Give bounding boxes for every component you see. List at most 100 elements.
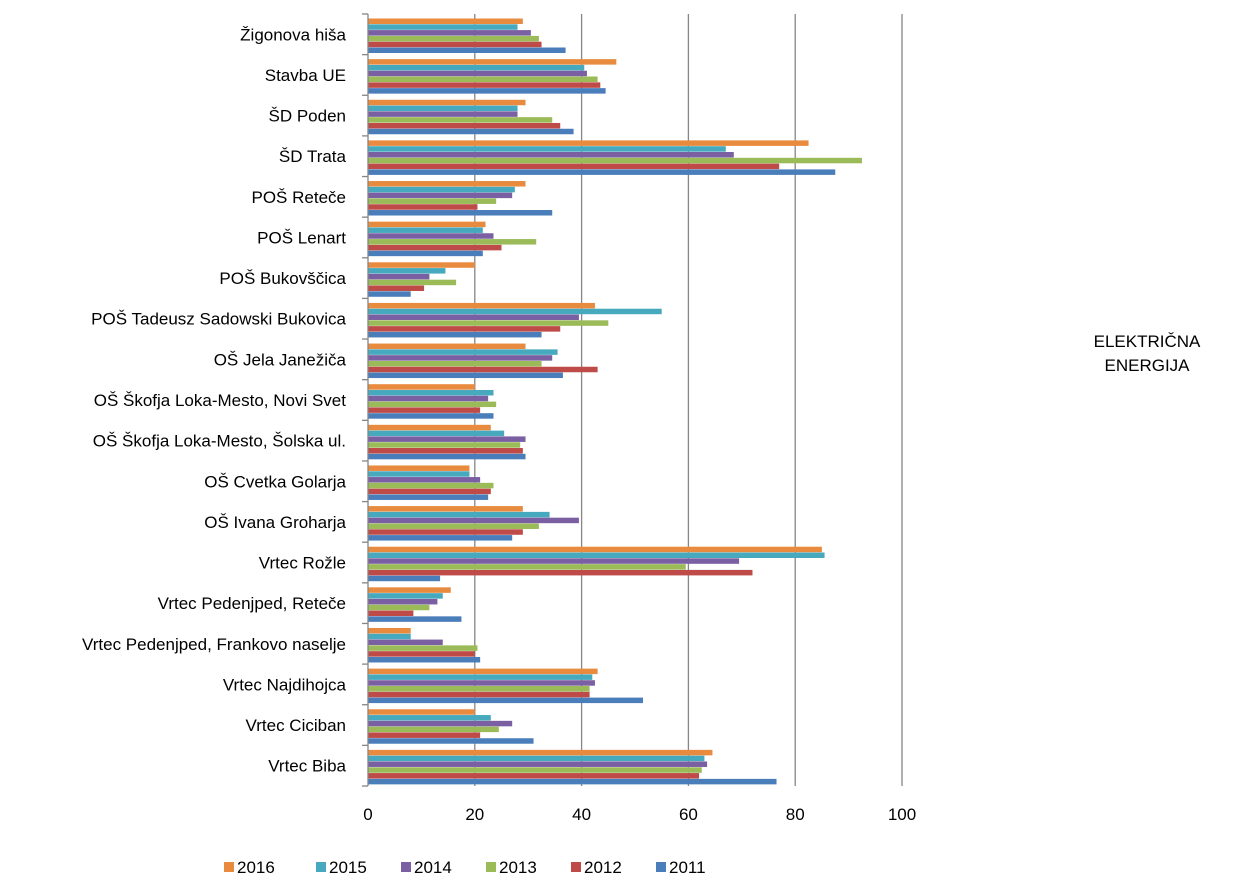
side-title-line-2: ENERGIJA [1104,356,1190,375]
legend: 2016 2015 2014 2013 2012 2011 [224,858,706,877]
bar-2015-pos-lenart [368,227,483,233]
bar-2016-zigonova-hisa [368,18,523,24]
bar-2011-pos-tadeusz-sadowski-bukovica [368,331,542,338]
bar-2014-pos-lenart [368,233,494,239]
bar-2013-os-skofja-loka-mesto-solska-ul [368,442,521,448]
bars [368,18,862,785]
bar-group-sd-poden [368,99,574,135]
bar-2012-sd-trata [368,163,780,170]
category-label: Vrtec Pedenjped, Reteče [158,594,346,613]
category-label: Vrtec Rožle [259,554,346,573]
category-label: POŠ Reteče [252,188,347,207]
bar-2015-pos-tadeusz-sadowski-bukovica [368,308,662,315]
bar-group-os-ivana-groharja [368,506,579,541]
category-label: POŠ Lenart [257,228,346,247]
category-label: Vrtec Pedenjped, Frankovo naselje [82,635,346,654]
bar-2015-vrtec-biba [368,755,705,762]
bar-2012-pos-retece [368,204,478,210]
bar-2016-os-skofja-loka-mesto-solska-ul [368,424,491,431]
bar-2016-vrtec-najdihojca [368,668,598,675]
x-tick-label: 20 [465,805,484,824]
category-label: OŠ Škofja Loka-Mesto, Šolska ul. [93,432,346,451]
bar-2015-vrtec-pedenjped-retece [368,593,443,599]
x-tick-labels: 0 20 40 60 80 100 [363,805,916,824]
bar-2014-os-cvetka-golarja [368,477,481,483]
bar-2011-vrtec-pedenjped-retece [368,616,462,622]
bar-2012-vrtec-biba [368,773,700,779]
bar-2014-zigonova-hisa [368,30,531,36]
category-label: Stavba UE [265,66,346,85]
bar-2013-vrtec-biba [368,767,702,773]
x-tick-label: 100 [888,805,916,824]
bar-2016-vrtec-pedenjped-frankovo-naselje [368,627,411,634]
legend-swatch-2013 [486,862,496,872]
side-title-line-1: ELEKTRIČNA [1093,332,1201,351]
bar-2013-vrtec-najdihojca [368,686,590,692]
bar-group-vrtec-biba [368,749,777,785]
bar-2016-os-jela-janezica [368,343,526,350]
bar-2012-zigonova-hisa [368,41,542,48]
bar-group-vrtec-ciciban [368,709,534,744]
bar-2013-os-cvetka-golarja [368,482,494,489]
category-label: OŠ Cvetka Golarja [204,472,346,491]
bar-2013-pos-lenart [368,239,537,245]
bar-2014-vrtec-najdihojca [368,680,595,686]
bar-2012-pos-tadeusz-sadowski-bukovica [368,326,561,332]
category-tick-marks [362,13,368,787]
bar-2013-os-jela-janezica [368,360,542,367]
bar-2016-os-cvetka-golarja [368,465,470,471]
bar-2015-sd-poden [368,105,518,112]
category-label: Vrtec Najdihojca [223,675,347,694]
bar-2015-os-jela-janezica [368,349,558,355]
bar-2015-os-skofja-loka-mesto-solska-ul [368,430,505,437]
bar-2012-stavba-ue [368,82,601,88]
bar-2011-os-cvetka-golarja [368,494,489,500]
bar-2015-pos-retece [368,186,515,193]
bar-2016-os-skofja-loka-mesto-novi-svet [368,384,475,390]
bar-2013-vrtec-ciciban [368,726,499,733]
bar-group-vrtec-rozle [368,546,825,582]
bar-2013-zigonova-hisa [368,35,539,42]
bar-2014-os-jela-janezica [368,355,553,361]
bar-2015-zigonova-hisa [368,24,518,30]
legend-label-2011: 2011 [669,858,706,877]
bar-2014-os-ivana-groharja [368,517,579,524]
bar-group-vrtec-najdihojca [368,668,644,704]
bar-2012-vrtec-najdihojca [368,691,590,698]
bar-2016-pos-retece [368,181,526,187]
bar-2014-sd-poden [368,111,518,117]
side-title: ELEKTRIČNA ENERGIJA [1092,330,1202,378]
category-label: POŠ Bukovščica [219,269,346,288]
bar-2016-stavba-ue [368,59,617,65]
legend-item-2011: 2011 [656,858,706,877]
bar-2016-vrtec-rozle [368,546,822,553]
bar-2015-vrtec-ciciban [368,715,491,721]
bar-2014-pos-bukovscica [368,273,430,280]
bar-2015-vrtec-pedenjped-frankovo-naselje [368,633,411,640]
legend-label-2014: 2014 [414,858,452,877]
bar-2014-os-skofja-loka-mesto-novi-svet [368,395,489,402]
bar-2014-stavba-ue [368,70,587,77]
bar-2014-vrtec-pedenjped-retece [368,598,438,605]
bar-2012-os-jela-janezica [368,366,598,373]
bar-2015-os-cvetka-golarja [368,471,470,477]
bar-group-stavba-ue [368,59,617,94]
legend-item-2012: 2012 [571,858,622,877]
bar-group-os-skofja-loka-mesto-solska-ul [368,424,526,460]
bar-2016-pos-bukovscica [368,262,475,268]
bar-2011-os-ivana-groharja [368,535,513,541]
bar-group-pos-tadeusz-sadowski-bukovica [368,302,662,338]
category-label: OŠ Škofja Loka-Mesto, Novi Svet [94,391,347,410]
bar-group-os-jela-janezica [368,343,598,379]
bar-2011-os-skofja-loka-mesto-solska-ul [368,453,526,460]
bar-2014-sd-trata [368,151,734,158]
bar-2014-vrtec-pedenjped-frankovo-naselje [368,639,443,646]
bar-2016-vrtec-ciciban [368,709,475,715]
bar-2014-os-skofja-loka-mesto-solska-ul [368,436,526,442]
category-label: Vrtec Ciciban [246,716,346,735]
x-tick-label: 60 [679,805,698,824]
bar-2013-pos-bukovscica [368,279,457,286]
legend-swatch-2011 [656,862,666,872]
legend-label-2016: 2016 [237,858,275,877]
bar-2015-sd-trata [368,146,726,152]
